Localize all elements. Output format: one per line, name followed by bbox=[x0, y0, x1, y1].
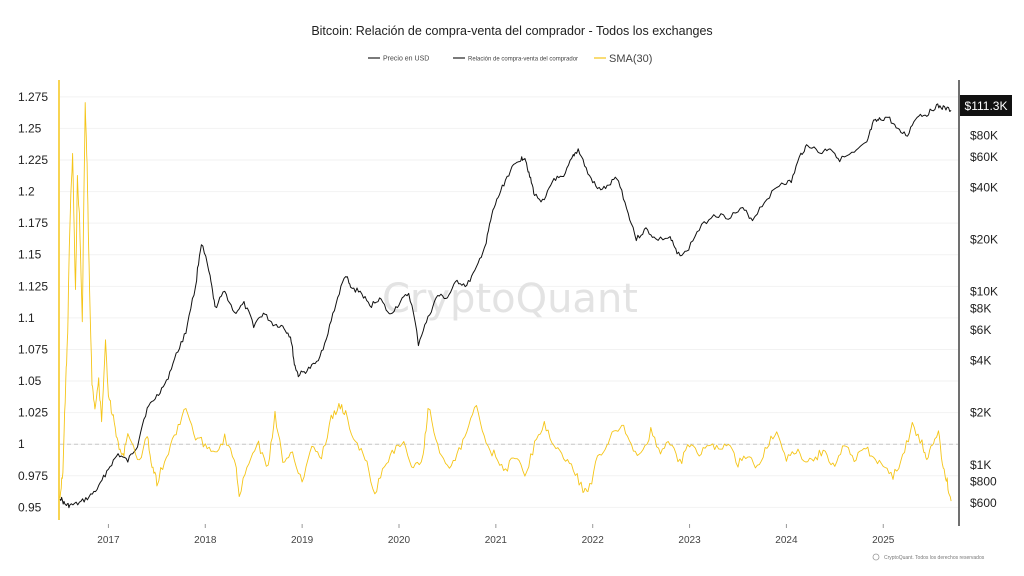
right-tick-label: $60K bbox=[970, 150, 998, 164]
left-axis: 1.275 1.25 1.225 1.2 1.175 1.15 1.125 1.1 1.075 1… bbox=[18, 90, 48, 515]
left-tick-label: 1.225 bbox=[18, 153, 48, 167]
right-tick-label: $10K bbox=[970, 285, 998, 299]
sma-series-line bbox=[59, 102, 952, 502]
left-tick-label: 0.95 bbox=[18, 500, 42, 514]
right-axis: $600 $800 $1K $2K $4K $6K $8K $10K $20K $40K $60K $… bbox=[970, 128, 998, 510]
x-tick-label: 2020 bbox=[388, 535, 411, 546]
chart-title: Bitcoin: Relación de compra-venta del co… bbox=[311, 24, 712, 38]
left-tick-label: 1.1 bbox=[18, 311, 35, 325]
current-price-label: $111.3K bbox=[965, 99, 1008, 113]
left-tick-label: 1.175 bbox=[18, 216, 48, 230]
series bbox=[58, 80, 952, 520]
current-price-badge: $111.3K bbox=[960, 95, 1012, 116]
right-tick-label: $1K bbox=[970, 458, 991, 472]
left-tick-label: 1.2 bbox=[18, 185, 35, 199]
right-tick-label: $8K bbox=[970, 301, 991, 315]
right-tick-label: $6K bbox=[970, 323, 991, 337]
x-tick-label: 2023 bbox=[678, 535, 701, 546]
grid bbox=[60, 96, 958, 508]
left-tick-label: 1.25 bbox=[18, 121, 42, 135]
legend-sma-label[interactable]: SMA(30) bbox=[609, 53, 652, 65]
x-tick-label: 2017 bbox=[97, 535, 120, 546]
left-tick-label: 1.275 bbox=[18, 90, 48, 104]
price-series-line bbox=[59, 103, 952, 509]
legend-price-label[interactable]: Precio en USD bbox=[383, 56, 429, 63]
left-tick-label: 0.975 bbox=[18, 469, 48, 483]
right-tick-label: $600 bbox=[970, 496, 997, 510]
x-tick-label: 2021 bbox=[485, 535, 508, 546]
x-tick-label: 2025 bbox=[872, 535, 895, 546]
right-tick-label: $40K bbox=[970, 180, 998, 194]
footer: CryptoQuant. Todos los derechos reservad… bbox=[872, 553, 985, 561]
legend-ratio-label[interactable]: Relación de compra-venta del comprador bbox=[468, 57, 578, 63]
watermark: CryptoQuant bbox=[382, 276, 638, 322]
current-price-badge-bg bbox=[960, 95, 1012, 116]
legend[interactable]: Precio en USD Relación de compra-venta d… bbox=[368, 53, 652, 65]
left-tick-label: 1.125 bbox=[18, 279, 48, 293]
right-tick-label: $2K bbox=[970, 406, 991, 420]
x-tick-label: 2018 bbox=[194, 535, 217, 546]
right-tick-label: $800 bbox=[970, 475, 997, 489]
footer-text: CryptoQuant. Todos los derechos reservad… bbox=[884, 555, 985, 561]
right-tick-label: $20K bbox=[970, 233, 998, 247]
right-tick-label: $80K bbox=[970, 128, 998, 142]
left-tick-label: 1.075 bbox=[18, 342, 48, 356]
x-tick-label: 2022 bbox=[582, 535, 605, 546]
left-tick-label: 1.15 bbox=[18, 248, 42, 262]
x-axis: 2017 2018 2019 2020 2021 2022 2023 2024 2025 bbox=[97, 524, 895, 546]
x-tick-label: 2019 bbox=[291, 535, 314, 546]
left-tick-label: 1 bbox=[18, 437, 25, 451]
left-tick-label: 1.05 bbox=[18, 374, 42, 388]
right-tick-label: $4K bbox=[970, 354, 991, 368]
x-tick-label: 2024 bbox=[775, 535, 798, 546]
cryptoquant-logo-icon bbox=[872, 553, 880, 561]
left-tick-label: 1.025 bbox=[18, 406, 48, 420]
